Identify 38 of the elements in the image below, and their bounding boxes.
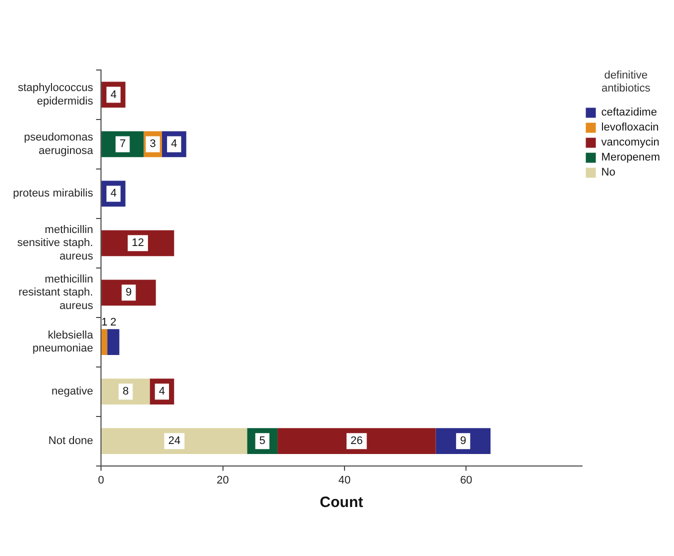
x-tick-label: 40 [338, 474, 351, 486]
data-label: 9 [126, 286, 132, 299]
y-tick-label: pseudomonas aeruginosa [24, 132, 94, 157]
legend-label: ceftazidime [601, 106, 657, 119]
bar [102, 329, 108, 356]
legend-title: definitive antibiotics [601, 70, 651, 95]
data-label: 3 [150, 138, 156, 150]
legend-label: vancomycin [601, 136, 660, 149]
data-label: 26 [350, 435, 363, 448]
legend-label: Meropenem [601, 152, 660, 164]
x-tick-label: 0 [98, 474, 104, 486]
x-tick-label: 60 [460, 474, 472, 486]
y-tick-label: methicillin resistant staph. aureus [18, 273, 94, 312]
data-label: 5 [259, 435, 266, 448]
y-tick-label: Not done [48, 435, 94, 448]
data-label: 4 [171, 138, 178, 150]
y-tick-label: methicillin sensitive staph. aureus [17, 224, 94, 262]
bar [278, 428, 436, 454]
data-label: 7 [120, 138, 126, 150]
data-label: 4 [158, 386, 165, 398]
y-tick-label: staphylococcus epidermidis [18, 82, 94, 108]
data-label: 24 [168, 435, 180, 448]
data-label: 8 [122, 386, 129, 398]
bar [102, 428, 248, 454]
legend-label: levofloxacin [601, 122, 659, 134]
data-label: 9 [460, 435, 466, 448]
data-label: 4 [110, 188, 117, 200]
y-tick-label: proteus mirabilis [12, 188, 94, 200]
data-label: 1 [101, 316, 108, 329]
bar [107, 329, 120, 356]
y-tick-label: negative [51, 386, 94, 398]
x-axis-title: Count [320, 494, 364, 512]
y-tick-label: klebsiella pneumoniae [32, 330, 94, 355]
x-tick-label: 20 [216, 474, 229, 486]
data-label: 12 [132, 237, 144, 250]
data-label: 4 [110, 88, 117, 101]
legend-label: No [601, 166, 616, 179]
data-label: 2 [110, 316, 116, 329]
